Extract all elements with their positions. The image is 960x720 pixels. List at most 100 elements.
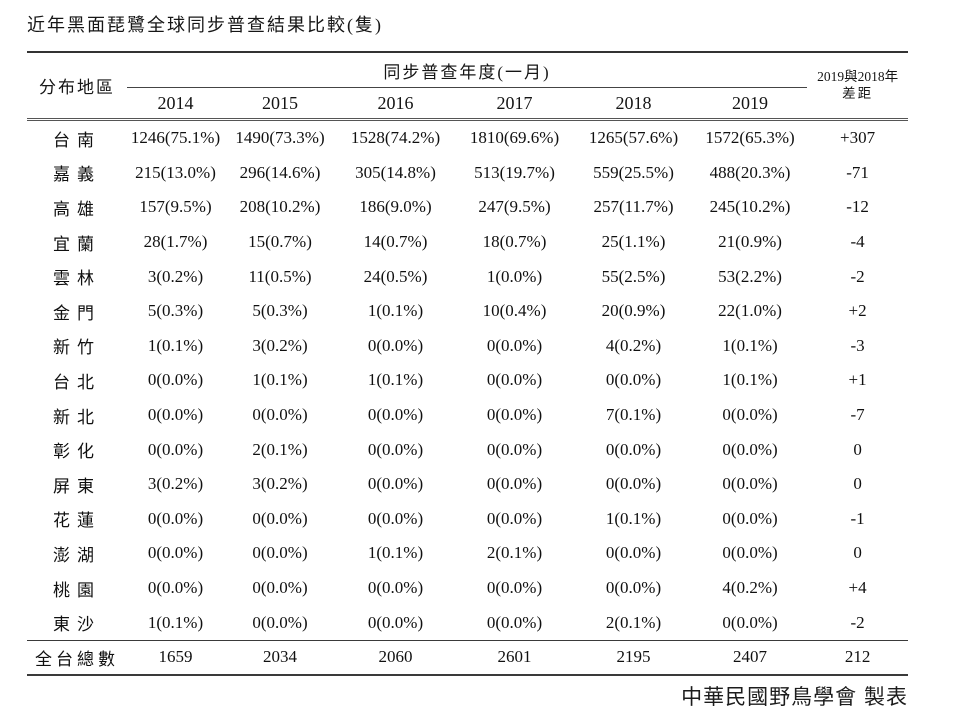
value-cell: 0(0.0%) (722, 543, 778, 563)
value-cell: 0(0.0%) (252, 543, 308, 563)
value-cell: 305(14.8%) (355, 162, 436, 182)
value-cell: 0(0.0%) (252, 612, 308, 632)
diff-cell: -4 (850, 232, 865, 252)
region-cell: 花蓮 (53, 511, 101, 531)
header-region: 分布地區 (39, 78, 115, 97)
diff-cell: +2 (848, 301, 867, 321)
diff-cell: +4 (848, 578, 867, 598)
value-cell: 1528(74.2%) (350, 128, 441, 148)
diff-cell: +1 (848, 370, 867, 390)
diff-cell: 0 (853, 474, 862, 494)
table-row: 金門 5(0.3%) 5(0.3%) 1(0.1%) 10(0.4%) 20(0… (27, 294, 908, 329)
value-cell: 1(0.1%) (367, 301, 424, 321)
value-cell: 0(0.0%) (486, 578, 543, 598)
value-cell: 1265(57.6%) (588, 128, 679, 148)
value-cell: 1572(65.3%) (705, 128, 795, 148)
value-cell: 21(0.9%) (718, 232, 782, 252)
value-cell: 55(2.5%) (601, 266, 666, 286)
value-cell: 5(0.3%) (147, 301, 204, 321)
value-cell: 0(0.0%) (486, 370, 543, 390)
diff-cell: -3 (850, 335, 865, 355)
table-row: 新北 0(0.0%) 0(0.0%) 0(0.0%) 0(0.0%) 7(0.1… (27, 398, 908, 433)
table-row: 東沙 1(0.1%) 0(0.0%) 0(0.0%) 0(0.0%) 2(0.1… (27, 605, 908, 640)
diff-cell: 0 (853, 543, 862, 563)
value-cell: 0(0.0%) (147, 508, 204, 528)
value-cell: 0(0.0%) (252, 508, 308, 528)
value-cell: 1(0.1%) (367, 370, 424, 390)
value-cell: 15(0.7%) (248, 232, 312, 252)
diff-cell: 0 (853, 439, 862, 459)
value-cell: 0(0.0%) (486, 335, 543, 355)
table-row: 屏東 3(0.2%) 3(0.2%) 0(0.0%) 0(0.0%) 0(0.0… (27, 467, 908, 502)
total-row: 全台總數 1659 2034 2060 2601 2195 2407 212 (27, 640, 909, 675)
value-cell: 0(0.0%) (367, 612, 424, 632)
value-cell: 0(0.0%) (486, 612, 543, 632)
value-cell: 2(0.1%) (252, 439, 308, 459)
value-cell: 0(0.0%) (605, 439, 662, 459)
value-cell: 1(0.1%) (147, 335, 204, 355)
value-cell: 1490(73.3%) (235, 128, 325, 148)
value-cell: 4(0.2%) (722, 578, 778, 598)
header-year-group: 同步普查年度(一月) (127, 52, 808, 88)
header-year-2019: 2019 (732, 92, 769, 113)
table-row: 宜蘭 28(1.7%) 15(0.7%) 14(0.7%) 18(0.7%) 2… (27, 225, 908, 260)
value-cell: 3(0.2%) (252, 474, 308, 494)
value-cell: 20(0.9%) (601, 301, 666, 321)
value-cell: 245(10.2%) (709, 197, 791, 217)
table-footer: 全台總數 1659 2034 2060 2601 2195 2407 212 (27, 640, 909, 675)
value-cell: 0(0.0%) (722, 439, 778, 459)
diff-cell: -7 (850, 405, 865, 425)
value-cell: 0(0.0%) (486, 474, 543, 494)
total-value-2018: 2195 (616, 647, 651, 667)
value-cell: 0(0.0%) (367, 474, 424, 494)
region-cell: 台南 (53, 130, 101, 150)
header-row-years: 2014 2015 2016 2017 2018 2019 (27, 88, 908, 120)
value-cell: 0(0.0%) (722, 612, 778, 632)
value-cell: 0(0.0%) (605, 578, 662, 598)
value-cell: 1(0.1%) (252, 370, 308, 390)
value-cell: 1(0.1%) (722, 335, 778, 355)
value-cell: 0(0.0%) (147, 370, 204, 390)
value-cell: 513(19.7%) (474, 162, 555, 182)
header-year-2014: 2014 (157, 92, 194, 113)
value-cell: 0(0.0%) (605, 543, 662, 563)
value-cell: 18(0.7%) (482, 232, 547, 252)
table-header: 分布地區 同步普查年度(一月) 2019與2018年 差距 2014 2015 … (27, 52, 909, 120)
value-cell: 0(0.0%) (367, 578, 424, 598)
value-cell: 0(0.0%) (367, 439, 424, 459)
header-year-2017: 2017 (496, 92, 533, 113)
census-table: 分布地區 同步普查年度(一月) 2019與2018年 差距 2014 2015 … (27, 51, 909, 676)
value-cell: 3(0.2%) (147, 266, 204, 286)
value-cell: 0(0.0%) (147, 439, 204, 459)
value-cell: 22(1.0%) (718, 301, 782, 321)
value-cell: 0(0.0%) (486, 439, 543, 459)
table-row: 雲林 3(0.2%) 11(0.5%) 24(0.5%) 1(0.0%) 55(… (27, 259, 908, 294)
table-row: 台北 0(0.0%) 1(0.1%) 1(0.1%) 0(0.0%) 0(0.0… (27, 363, 908, 398)
total-diff: 212 (844, 647, 871, 667)
region-cell: 嘉義 (53, 165, 101, 185)
header-year-2015: 2015 (262, 92, 298, 113)
region-cell: 台北 (53, 372, 101, 392)
total-label: 全台總數 (35, 649, 119, 669)
value-cell: 5(0.3%) (252, 301, 308, 321)
value-cell: 208(10.2%) (239, 197, 321, 217)
value-cell: 1246(75.1%) (130, 128, 221, 148)
value-cell: 186(9.0%) (359, 197, 432, 217)
value-cell: 25(1.1%) (601, 232, 666, 252)
region-cell: 高雄 (53, 199, 101, 219)
total-value-2019: 2407 (733, 647, 768, 667)
value-cell: 0(0.0%) (605, 474, 662, 494)
table-row: 桃園 0(0.0%) 0(0.0%) 0(0.0%) 0(0.0%) 0(0.0… (27, 571, 908, 606)
value-cell: 2(0.1%) (486, 543, 543, 563)
value-cell: 1(0.0%) (486, 266, 543, 286)
value-cell: 257(11.7%) (593, 197, 674, 217)
region-cell: 新北 (53, 407, 101, 427)
value-cell: 559(25.5%) (593, 162, 674, 182)
value-cell: 1(0.1%) (147, 612, 204, 632)
diff-cell: -71 (846, 162, 869, 182)
table-row: 嘉義 215(13.0%) 296(14.6%) 305(14.8%) 513(… (27, 156, 908, 191)
value-cell: 488(20.3%) (709, 162, 791, 182)
table-row: 花蓮 0(0.0%) 0(0.0%) 0(0.0%) 0(0.0%) 1(0.1… (27, 502, 908, 537)
region-cell: 澎湖 (53, 545, 101, 565)
diff-cell: -12 (846, 197, 869, 217)
